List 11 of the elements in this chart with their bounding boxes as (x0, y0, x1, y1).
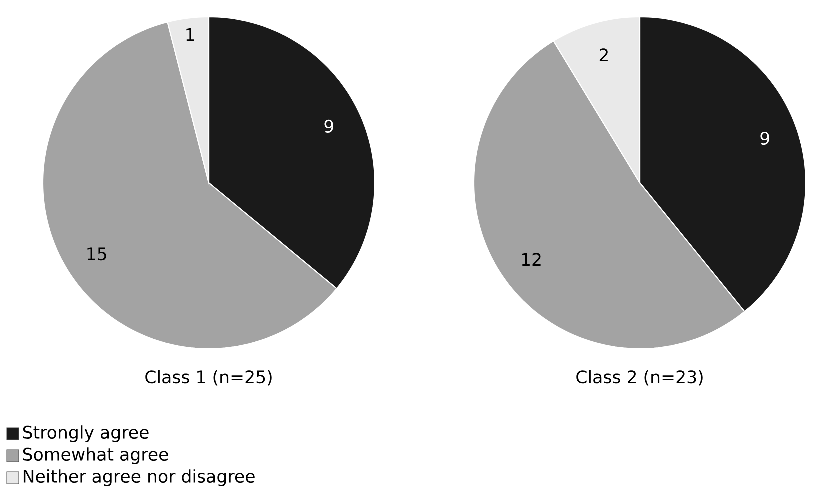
data-label: 15 (88, 248, 106, 261)
legend-label: Neither agree nor disagree (24, 470, 255, 486)
text: Class 2 (n=23) (576, 370, 703, 386)
data-label: 2 (600, 48, 608, 62)
data-label: 9 (760, 132, 770, 146)
legend-label: Strongly agree (23, 426, 149, 442)
text: Class 1 (n=25) (146, 370, 272, 386)
data-label: 1 (186, 28, 194, 42)
data-label: 9 (324, 120, 334, 134)
legend-label: Somewhat agree (23, 448, 168, 464)
data-label: 12 (522, 253, 541, 266)
